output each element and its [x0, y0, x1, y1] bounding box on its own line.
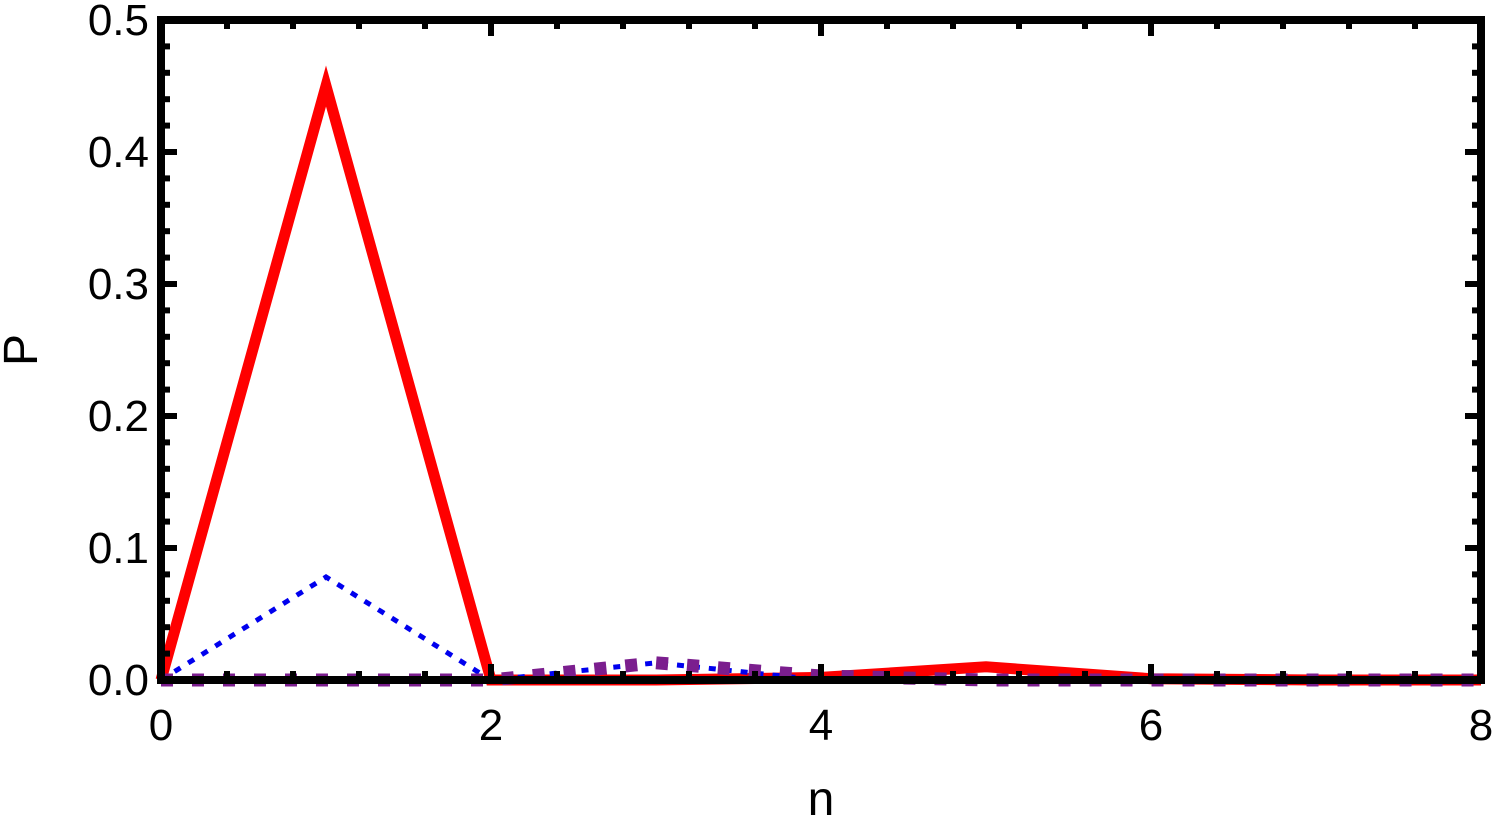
y-tick-label: 0.0: [88, 656, 149, 705]
y-axis-label: P: [0, 334, 48, 366]
x-tick-label: 4: [809, 701, 833, 750]
series-layer: [155, 65, 1481, 687]
y-tick-label: 0.1: [88, 524, 149, 573]
plot-frame: [157, 16, 1485, 684]
y-tick-label: 0.4: [88, 128, 149, 177]
series-line-1: [155, 65, 1481, 686]
ticks-layer: 0.0 0.1 0.2 0.3 0.4 0.5 0 2 4 6 8: [88, 0, 1493, 750]
x-axis-label: n: [808, 773, 835, 826]
x-tick-label: 8: [1469, 701, 1493, 750]
y-tick-label: 0.3: [88, 260, 149, 309]
x-tick-label: 6: [1139, 701, 1163, 750]
x-tick-label: 0: [149, 701, 173, 750]
x-tick-label: 2: [479, 701, 503, 750]
y-tick-label: 0.5: [88, 0, 149, 45]
y-tick-label: 0.2: [88, 392, 149, 441]
